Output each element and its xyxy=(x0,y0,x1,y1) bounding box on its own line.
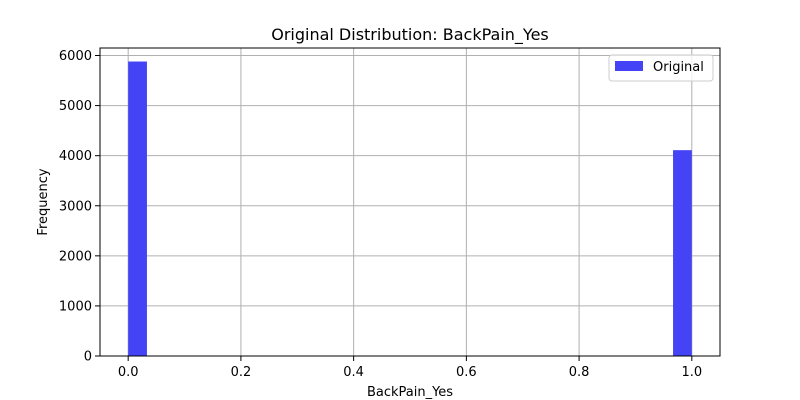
grid-layer xyxy=(100,48,720,357)
x-tick-label: 1.0 xyxy=(681,365,702,380)
y-tick-label: 2000 xyxy=(59,249,92,264)
y-tick-label: 0 xyxy=(84,350,92,365)
x-axis-label: BackPain_Yes xyxy=(367,385,453,400)
histogram-bar xyxy=(673,150,692,356)
legend: Original xyxy=(608,54,714,82)
y-tick-label: 4000 xyxy=(59,149,92,164)
x-tick-label: 0.0 xyxy=(118,365,139,380)
y-tick-label: 6000 xyxy=(59,49,92,64)
legend-label-original: Original xyxy=(653,60,704,75)
chart-title: Original Distribution: BackPain_Yes xyxy=(271,25,549,45)
y-tick-label: 1000 xyxy=(59,299,92,314)
x-tick-label: 0.4 xyxy=(343,365,364,380)
histogram-bar xyxy=(128,61,147,357)
x-tick-label: 0.2 xyxy=(231,365,252,380)
plot-area-frame xyxy=(99,47,721,357)
bars-layer xyxy=(128,61,692,357)
y-tick-label: 3000 xyxy=(59,199,92,214)
y-axis-label: Frequency xyxy=(36,168,51,235)
ticks-layer: 0.0 0.2 0.4 0.6 0.8 1.0 0 1000 2000 3000 4000 5000 6… xyxy=(59,49,702,380)
x-tick-label: 0.6 xyxy=(456,365,477,380)
legend-swatch-original xyxy=(615,61,643,71)
x-tick-label: 0.8 xyxy=(569,365,590,380)
y-tick-label: 5000 xyxy=(59,99,92,114)
